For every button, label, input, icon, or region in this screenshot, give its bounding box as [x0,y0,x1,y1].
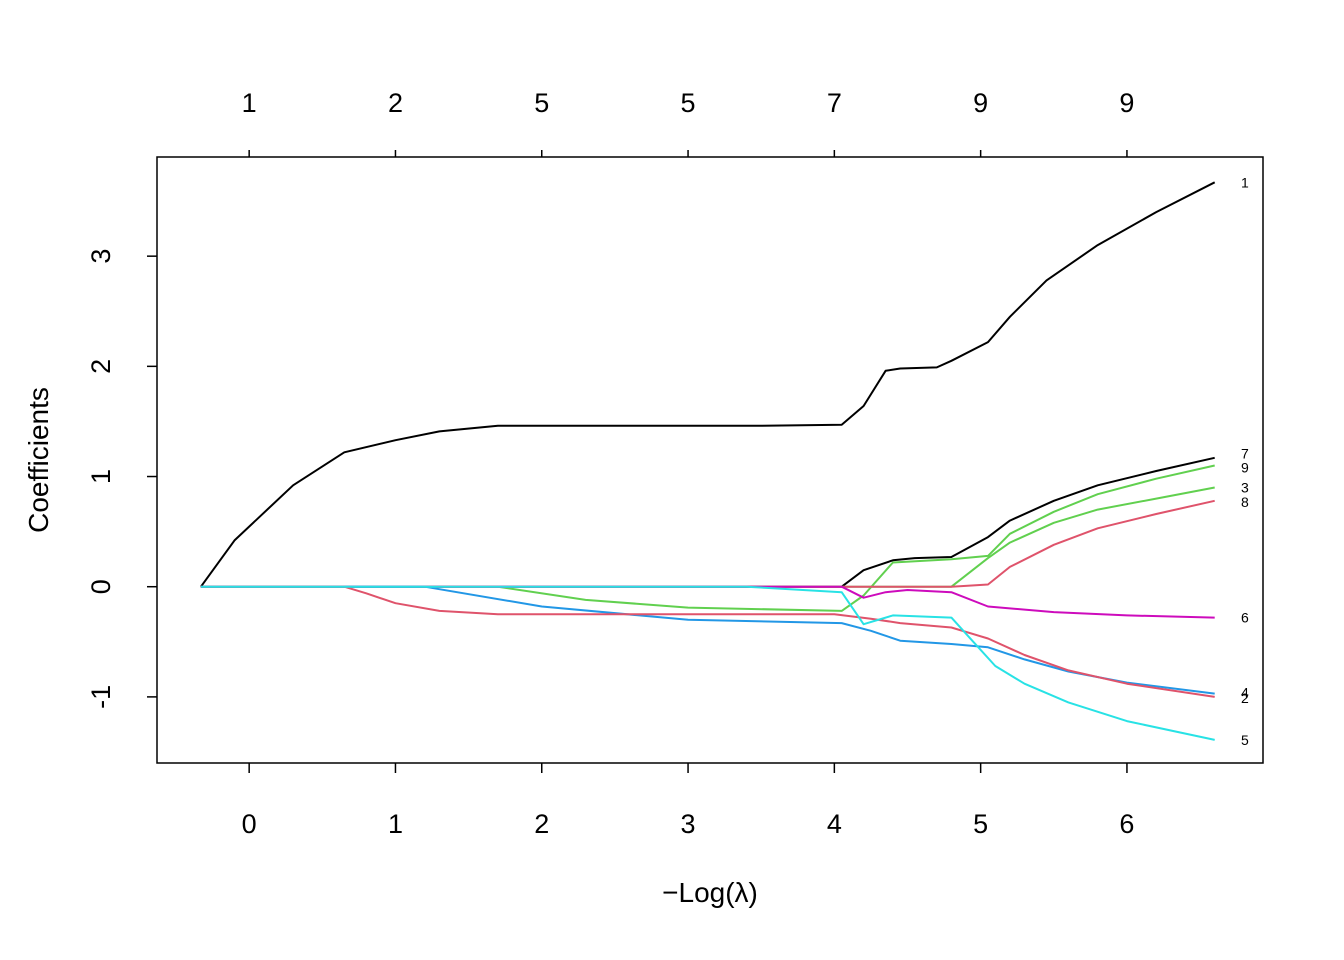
top-tick-label: 9 [1119,88,1134,118]
y-tick-label: 3 [86,249,116,264]
y-tick-label: 1 [86,469,116,484]
series-line-5-8 [200,585,1215,741]
series-line-3-3 [200,486,1215,588]
x-axis-title: −Log(λ) [662,877,758,908]
top-tick-label: 1 [242,88,257,118]
line-end-label-6: 6 [1241,610,1249,626]
x-tick-label: 4 [827,809,842,839]
x-tick-label: 2 [534,809,549,839]
y-axis-title: Coefficients [23,387,54,533]
y-tick-label: 2 [86,359,116,374]
line-end-label-1: 1 [1241,174,1249,190]
y-tick-label: 0 [86,579,116,594]
series-line-2-7 [200,585,1215,698]
line-end-label-8: 8 [1241,494,1249,510]
series-layer [200,181,1216,741]
x-tick-label: 1 [388,809,403,839]
x-tick-label: 3 [681,809,696,839]
series-line-6-5 [200,585,1215,619]
line-end-label-9: 9 [1241,460,1249,476]
line-end-label-5: 5 [1241,732,1249,748]
x-tick-label: 5 [973,809,988,839]
top-tick-label: 5 [534,88,549,118]
series-line-4-6 [200,585,1215,695]
series-line-9-2 [200,464,1215,612]
line-labels-layer: 1 79 38 6 42 5 [1241,174,1249,748]
series-line-7-1 [200,456,1215,588]
top-tick-label: 7 [827,88,842,118]
top-tick-label: 9 [973,88,988,118]
line-end-label-2: 2 [1241,690,1249,706]
series-line-8-4 [200,499,1215,588]
axes-layer: 0 1 2 3 4 5 6 -1 0 1 2 3 1 2 5 5 7 9 9 [86,88,1134,839]
plot-frame [156,156,1264,764]
top-tick-label: 5 [681,88,696,118]
series-line-1-0 [200,181,1216,588]
line-end-label-7: 7 [1241,445,1249,461]
y-tick-label: -1 [86,685,116,709]
top-tick-label: 2 [388,88,403,118]
x-tick-label: 0 [242,809,257,839]
line-end-label-3: 3 [1241,480,1249,496]
line-end-label-4: 4 [1241,684,1249,700]
x-tick-label: 6 [1119,809,1134,839]
